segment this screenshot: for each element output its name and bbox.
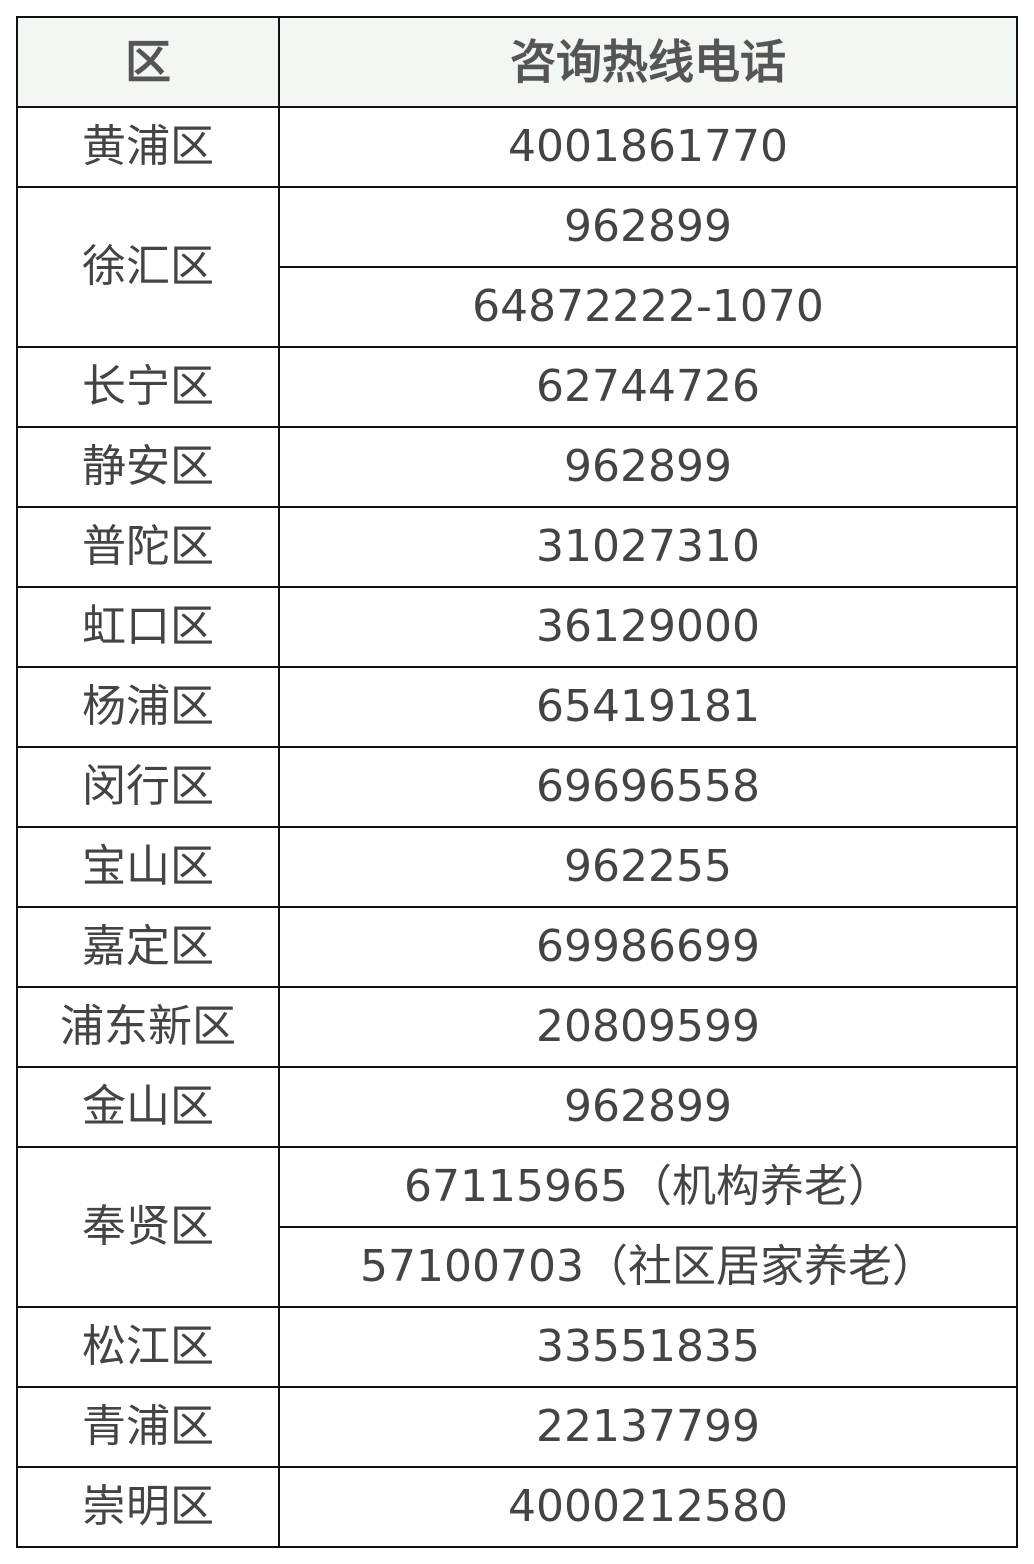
phone-cell: 64872222-1070 [278, 266, 1018, 348]
phone-cell: 36129000 [278, 586, 1018, 668]
phone-cell: 962255 [278, 826, 1018, 908]
district-cell: 浦东新区 [16, 986, 280, 1068]
district-cell: 嘉定区 [16, 906, 280, 988]
district-cell: 普陀区 [16, 506, 280, 588]
phone-cell: 22137799 [278, 1386, 1018, 1468]
district-cell: 金山区 [16, 1066, 280, 1148]
phone-cell: 65419181 [278, 666, 1018, 748]
phone-cell: 962899 [278, 426, 1018, 508]
table-row: 普陀区 31027310 [16, 506, 1018, 588]
table-row: 64872222-1070 [17, 266, 1018, 348]
table-row: 青浦区 22137799 [16, 1386, 1018, 1468]
district-cell: 崇明区 [16, 1466, 280, 1548]
district-cell: 松江区 [16, 1306, 280, 1388]
phone-cell: 67115965（机构养老） [278, 1146, 1018, 1228]
phone-cell: 4000212580 [278, 1466, 1018, 1548]
district-cell: 宝山区 [16, 826, 280, 908]
district-cell: 闵行区 [16, 746, 280, 828]
phone-cell: 962899 [278, 186, 1018, 268]
phone-cell: 57100703（社区居家养老） [278, 1226, 1018, 1308]
table-row: 崇明区 4000212580 [16, 1466, 1018, 1548]
table-row: 长宁区 62744726 [16, 346, 1018, 428]
table-row: 虹口区 36129000 [16, 586, 1018, 668]
district-cell: 静安区 [16, 426, 280, 508]
phone-cell: 962899 [278, 1066, 1018, 1148]
table-row: 金山区 962899 [16, 1066, 1018, 1148]
table-row: 杨浦区 65419181 [16, 666, 1018, 748]
header-row: 区 咨询热线电话 [16, 16, 1018, 108]
phone-cell: 62744726 [278, 346, 1018, 428]
district-cell: 青浦区 [16, 1386, 280, 1468]
phone-cell: 31027310 [278, 506, 1018, 588]
table-row: 徐汇区 962899 [16, 186, 1018, 348]
district-cell: 长宁区 [16, 346, 280, 428]
table-row: 嘉定区 69986699 [16, 906, 1018, 988]
table-row: 奉贤区 67115965（机构养老） [16, 1146, 1018, 1308]
phone-cell: 69696558 [278, 746, 1018, 828]
district-cell: 黄浦区 [16, 106, 280, 188]
phone-cell: 33551835 [278, 1306, 1018, 1388]
table-row: 松江区 33551835 [16, 1306, 1018, 1388]
table-row: 宝山区 962255 [16, 826, 1018, 908]
header-hotline: 咨询热线电话 [278, 16, 1018, 108]
district-cell: 杨浦区 [16, 666, 280, 748]
table-row: 57100703（社区居家养老） [17, 1226, 1018, 1308]
header-district: 区 [16, 16, 280, 108]
table-row: 闵行区 69696558 [16, 746, 1018, 828]
district-cell: 徐汇区 [16, 186, 280, 348]
table-row: 静安区 962899 [16, 426, 1018, 508]
hotline-table: 区 咨询热线电话 黄浦区 4001861770 徐汇区 962899 64872222-… [16, 16, 1018, 1548]
table-row: 黄浦区 4001861770 [16, 106, 1018, 188]
phone-cell: 20809599 [278, 986, 1018, 1068]
phone-cell: 69986699 [278, 906, 1018, 988]
district-cell: 奉贤区 [16, 1146, 280, 1308]
phone-cell: 4001861770 [278, 106, 1018, 188]
table-row: 浦东新区 20809599 [16, 986, 1018, 1068]
district-cell: 虹口区 [16, 586, 280, 668]
